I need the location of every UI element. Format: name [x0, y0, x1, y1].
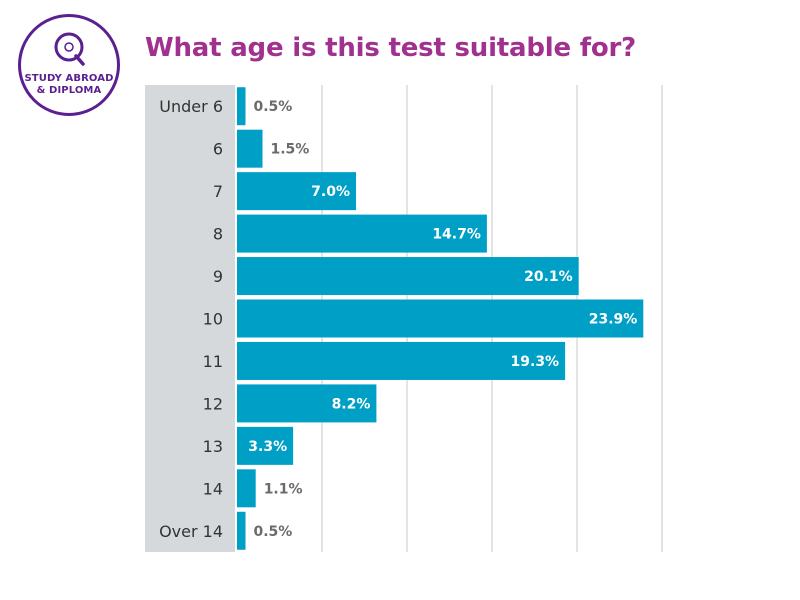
data-label: 3.3%	[248, 439, 287, 455]
category-label: 13	[203, 437, 223, 456]
data-label: 23.9%	[589, 312, 638, 328]
data-label: 14.7%	[432, 227, 481, 243]
category-label: 6	[213, 140, 223, 159]
category-label: 12	[203, 394, 223, 413]
data-label: 7.0%	[311, 184, 350, 200]
data-label: 19.3%	[511, 354, 560, 370]
category-label: 11	[203, 352, 223, 371]
logo-line-1: STUDY ABROAD	[24, 73, 114, 84]
data-label: 8.2%	[332, 396, 371, 412]
bar	[237, 257, 579, 296]
category-label: 9	[213, 267, 223, 286]
category-label: 7	[213, 182, 223, 201]
logo: STUDY ABROAD & DIPLOMA	[18, 14, 120, 116]
category-panel	[145, 85, 235, 552]
data-label: 20.1%	[524, 269, 573, 285]
bar	[237, 87, 246, 126]
bar	[237, 426, 294, 465]
data-label: 0.5%	[254, 99, 293, 115]
bar	[237, 129, 263, 168]
logo-line-2: & DIPLOMA	[36, 85, 102, 96]
category-label: Over 14	[159, 522, 223, 541]
category-label: 10	[203, 310, 223, 329]
bar	[237, 214, 487, 253]
category-label: Under 6	[159, 97, 223, 116]
data-label: 0.5%	[254, 524, 293, 540]
bar	[237, 299, 644, 338]
chart-title: What age is this test suitable for?	[145, 33, 637, 63]
bar	[237, 384, 377, 423]
bar	[237, 172, 356, 211]
data-label: 1.1%	[264, 481, 303, 497]
bar	[237, 341, 566, 380]
bar	[237, 469, 256, 508]
category-label: 8	[213, 225, 223, 244]
data-label: 1.5%	[271, 142, 310, 158]
category-label: 14	[203, 479, 223, 498]
logo-emblem-icon	[54, 32, 85, 66]
bar	[237, 511, 246, 550]
